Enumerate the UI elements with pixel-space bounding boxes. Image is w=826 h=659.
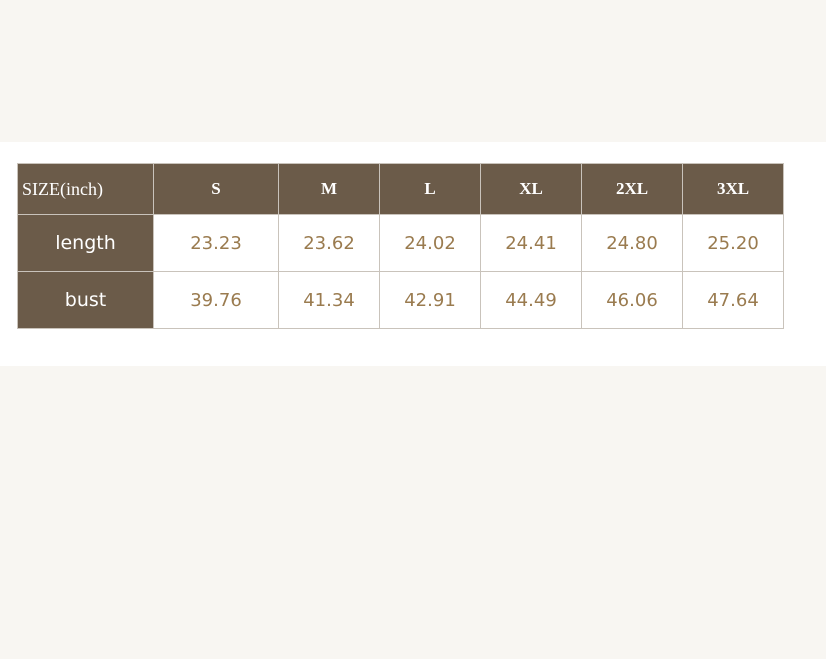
table-cell: 47.64 [682,271,784,329]
table-cell: 24.41 [480,214,582,272]
size-table: SIZE(inch) S M L XL 2XL 3XL length 23.23 23.62 24… [17,163,784,329]
row-label: length [17,214,154,272]
table-cell: 24.02 [379,214,481,272]
header-cell: L [379,163,481,215]
table-cell: 42.91 [379,271,481,329]
table-cell: 24.80 [581,214,683,272]
header-cell: 3XL [682,163,784,215]
table-cell: 23.23 [153,214,279,272]
table-cell: 23.62 [278,214,380,272]
table-row: length 23.23 23.62 24.02 24.41 24.80 25.20 [17,214,784,272]
table-cell: 44.49 [480,271,582,329]
table-cell: 25.20 [682,214,784,272]
table-body: length 23.23 23.62 24.02 24.41 24.80 25.20 bust… [17,214,784,329]
header-cell: 2XL [581,163,683,215]
table-cell: 41.34 [278,271,380,329]
header-cell: S [153,163,279,215]
header-cell: M [278,163,380,215]
header-cell: XL [480,163,582,215]
table-row: bust 39.76 41.34 42.91 44.49 46.06 47.64 [17,271,784,329]
header-cell: SIZE(inch) [17,163,154,215]
header-row: SIZE(inch) S M L XL 2XL 3XL [17,163,784,215]
table-cell: 46.06 [581,271,683,329]
row-label: bust [17,271,154,329]
table-cell: 39.76 [153,271,279,329]
